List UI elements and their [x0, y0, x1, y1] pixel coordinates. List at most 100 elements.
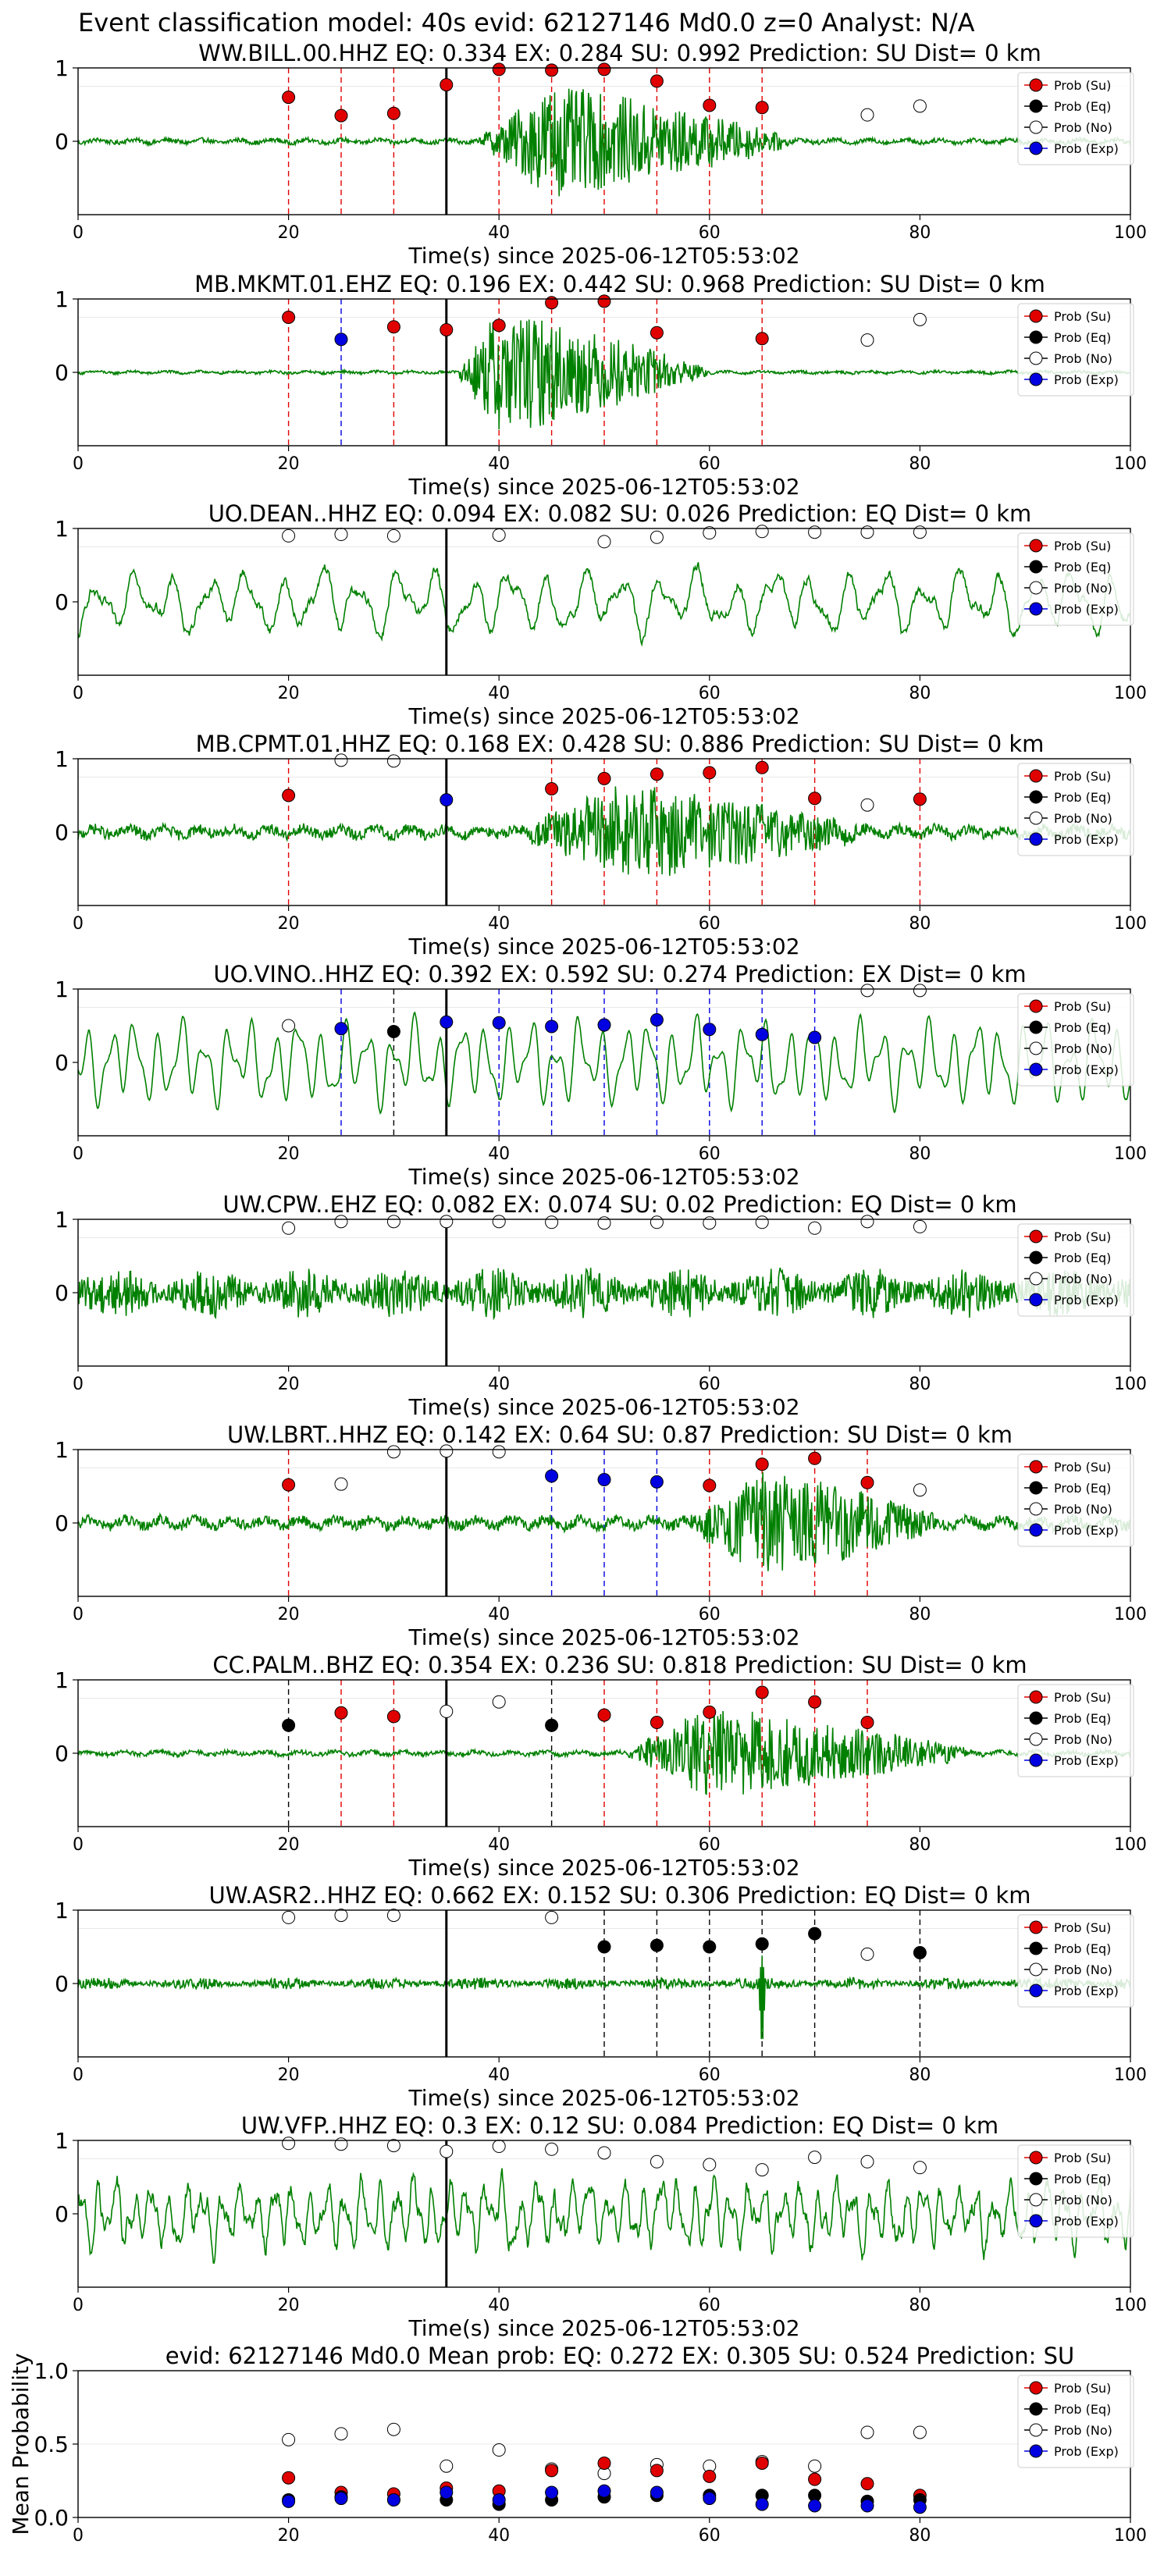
prob-marker-no [860, 108, 874, 122]
prob-marker-no [860, 798, 874, 812]
legend-label: Prob (Exp) [1054, 2444, 1119, 2459]
xtick-label: 20 [278, 2065, 300, 2085]
chart-panel: WW.BILL.00.HHZ EQ: 0.334 EX: 0.284 SU: 0… [55, 40, 1147, 269]
ytick-label: 1 [55, 1437, 69, 1463]
legend-label: Prob (Eq) [1054, 790, 1111, 805]
legend-marker [1029, 1229, 1043, 1244]
prob-marker-no [386, 754, 400, 768]
prob-marker-su [440, 322, 454, 336]
prob-marker-ex [597, 1018, 611, 1032]
legend-marker [1029, 2402, 1043, 2416]
prob-marker-su [282, 311, 296, 324]
prob-marker-eq [650, 1938, 664, 1952]
prob-marker-no [545, 2142, 559, 2156]
chart-panel: UW.VFP..HHZ EQ: 0.3 EX: 0.12 SU: 0.084 P… [55, 2112, 1147, 2341]
legend-label: Prob (Su) [1054, 999, 1111, 1014]
ytick-label: 0 [55, 1741, 69, 1767]
waveform-trace [77, 319, 1131, 430]
chart-panel: CC.PALM..BHZ EQ: 0.354 EX: 0.236 SU: 0.8… [55, 1652, 1147, 1880]
prob-marker-no [282, 1019, 296, 1033]
ytick-label: 1.0 [34, 2358, 69, 2384]
xtick-label: 0 [73, 1605, 84, 1624]
prob-marker-su [808, 1451, 822, 1465]
prob-marker-su [386, 106, 400, 120]
legend-marker [1029, 1732, 1043, 1746]
prob-marker-no [492, 1215, 506, 1229]
prob-marker-su [755, 760, 769, 774]
xtick-label: 20 [278, 223, 300, 243]
ytick-label: 0.0 [34, 2505, 69, 2531]
waveform-trace [77, 1472, 1131, 1571]
prob-marker-su [703, 1705, 717, 1719]
prob-marker-no [650, 1215, 664, 1229]
ytick-label: 0 [55, 589, 69, 615]
mean-prob-point-no [860, 2425, 874, 2439]
mean-prob-point-no [913, 2425, 927, 2439]
mean-prob-point-no [440, 2459, 454, 2473]
legend-box [1017, 2375, 1134, 2468]
xtick-label: 20 [278, 454, 300, 474]
legend-label: Prob (No) [1054, 1732, 1112, 1747]
ytick-label: 1 [55, 55, 69, 81]
legend-marker [1029, 2423, 1043, 2437]
mean-prob-point-ex [597, 2484, 611, 2498]
panel-title: UO.VINO..HHZ EQ: 0.392 EX: 0.592 SU: 0.2… [213, 961, 1026, 987]
legend-marker [1029, 769, 1043, 783]
prob-marker-eq [703, 1940, 717, 1954]
legend-label: Prob (Exp) [1054, 372, 1119, 387]
xtick-label: 0 [73, 1835, 84, 1855]
xtick-label: 40 [488, 914, 510, 934]
xtick-label: 60 [699, 2526, 721, 2546]
prob-marker-eq [282, 1718, 296, 1732]
prob-marker-no [334, 1215, 348, 1229]
legend-label: Prob (No) [1054, 1272, 1112, 1286]
prob-marker-su [755, 332, 769, 346]
prob-marker-eq [545, 1718, 559, 1732]
legend-marker [1029, 581, 1043, 595]
xtick-label: 0 [73, 2065, 84, 2085]
legend-box [1017, 1223, 1134, 1317]
prob-marker-no [913, 984, 927, 998]
prob-marker-su [703, 766, 717, 780]
legend-label: Prob (Su) [1054, 1460, 1111, 1475]
xtick-label: 0 [73, 454, 84, 474]
legend-label: Prob (Exp) [1054, 602, 1119, 617]
xtick-label: 80 [909, 1605, 931, 1624]
prob-marker-no [386, 2139, 400, 2153]
xtick-label: 100 [1114, 1375, 1147, 1394]
prob-marker-no [440, 1704, 454, 1718]
prob-marker-no [755, 525, 769, 539]
ytick-label: 0 [55, 360, 69, 386]
xtick-label: 40 [488, 454, 510, 474]
prob-marker-no [492, 1445, 506, 1459]
legend-label: Prob (No) [1054, 1041, 1112, 1056]
legend-label: Prob (Eq) [1054, 330, 1111, 345]
xtick-label: 80 [909, 1835, 931, 1855]
prob-marker-no [808, 1221, 822, 1235]
legend-marker [1029, 1753, 1043, 1767]
prob-marker-ex [334, 333, 348, 347]
xtick-label: 80 [909, 1375, 931, 1394]
legend-marker [1029, 2444, 1043, 2458]
xtick-label: 60 [699, 1835, 721, 1855]
mean-prob-point-ex [492, 2492, 506, 2507]
mean-prob-point-no [282, 2432, 296, 2446]
x-axis-label: Time(s) since 2025-06-12T05:53:02 [408, 243, 799, 269]
xtick-label: 0 [73, 2526, 84, 2546]
prob-marker-eq [386, 1025, 400, 1039]
xtick-label: 20 [278, 1144, 300, 1164]
chart-panel: UO.VINO..HHZ EQ: 0.392 EX: 0.592 SU: 0.2… [55, 961, 1147, 1190]
legend-marker [1029, 2172, 1043, 2186]
xtick-label: 40 [488, 1144, 510, 1164]
x-axis-label: Time(s) since 2025-06-12T05:53:02 [408, 474, 799, 500]
xtick-label: 20 [278, 1375, 300, 1394]
legend-label: Prob (No) [1054, 2193, 1112, 2208]
prob-marker-no [282, 528, 296, 543]
chart-panel: UW.ASR2..HHZ EQ: 0.662 EX: 0.152 SU: 0.3… [55, 1882, 1147, 2111]
xtick-label: 100 [1114, 454, 1147, 474]
legend-marker [1029, 1502, 1043, 1516]
legend-label: Prob (Su) [1054, 1690, 1111, 1705]
prob-marker-su [808, 1695, 822, 1709]
prob-marker-su [755, 1457, 769, 1471]
